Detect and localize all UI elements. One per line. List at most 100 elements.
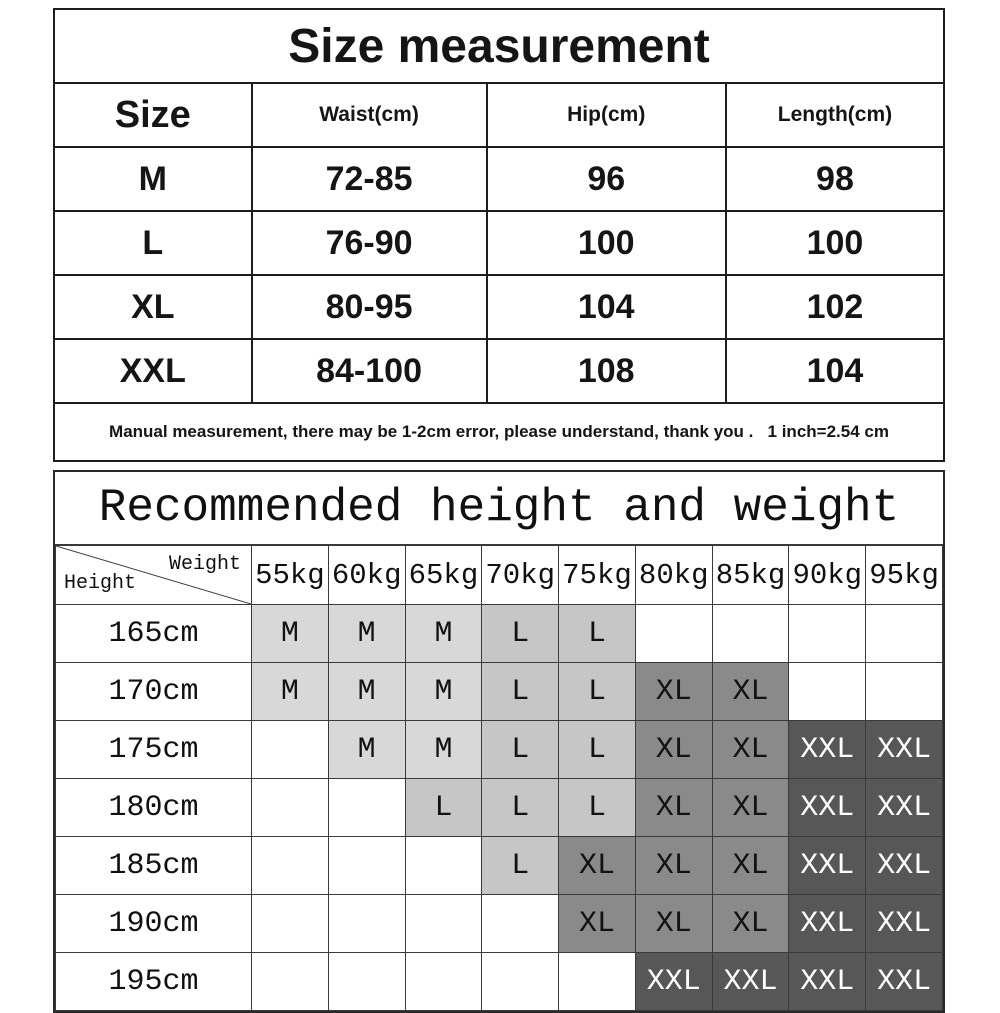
waist-value: 84-100 [250, 338, 488, 404]
size-label: M [53, 146, 253, 212]
fit-cell [251, 778, 329, 837]
column-header-size: Size [53, 82, 253, 148]
fit-cell [327, 836, 406, 895]
fit-cell [251, 836, 329, 895]
fit-cell: XXL [788, 952, 867, 1011]
height-label: 170cm [54, 662, 253, 721]
length-value: 98 [724, 146, 946, 212]
fit-cell: XXL [711, 952, 790, 1011]
fit-cell: L [558, 662, 636, 721]
fit-cell [481, 952, 560, 1011]
size-table-title: Size measurement [53, 8, 945, 84]
fit-cell: M [251, 604, 329, 663]
fit-cell: M [327, 720, 406, 779]
fit-cell: XXL [788, 778, 867, 837]
fit-cell: XL [711, 662, 790, 721]
length-value: 100 [724, 210, 946, 276]
height-label: 175cm [54, 720, 253, 779]
fit-cell: XL [558, 836, 636, 895]
fit-cell: XXL [865, 952, 943, 1011]
height-label: 165cm [54, 604, 253, 663]
length-value: 102 [724, 274, 946, 340]
fit-cell [788, 604, 867, 663]
fit-cell: XXL [865, 894, 943, 953]
fit-table-title: Recommended height and weight [55, 472, 943, 545]
fit-table: Height Weight 55kg 60kg 65kg 70kg 75kg 8… [54, 545, 943, 1011]
hip-value: 104 [485, 274, 727, 340]
size-table-title-row: Size measurement [53, 8, 945, 84]
diagonal-divider-line [56, 546, 251, 604]
fit-cell: L [481, 720, 560, 779]
height-label: 180cm [54, 778, 253, 837]
weight-header: 55kg [251, 545, 329, 605]
fit-cell: XL [634, 720, 713, 779]
size-row-l: L 76-90 100 100 [53, 210, 946, 276]
fit-cell [251, 952, 329, 1011]
fit-row-180: 180cm L L L XL XL XXL XXL [54, 778, 943, 837]
fit-cell [634, 604, 713, 663]
fit-cell: XL [634, 894, 713, 953]
weight-header: 80kg [634, 545, 713, 605]
height-weight-corner-cell: Height Weight [54, 545, 253, 605]
column-header-length: Length(cm) [724, 82, 946, 148]
fit-cell: XL [634, 662, 713, 721]
fit-cell: XXL [865, 720, 943, 779]
fit-cell: XL [711, 720, 790, 779]
height-label: 195cm [54, 952, 253, 1011]
fit-row-175: 175cm M M L L XL XL XXL XXL [54, 720, 943, 779]
fit-cell [788, 662, 867, 721]
fit-cell: XXL [865, 778, 943, 837]
fit-cell: M [404, 720, 483, 779]
weight-header: 85kg [711, 545, 790, 605]
weight-header: 60kg [327, 545, 406, 605]
hip-value: 96 [485, 146, 727, 212]
fit-cell: M [404, 604, 483, 663]
fit-cell [404, 952, 483, 1011]
fit-cell [558, 952, 636, 1011]
fit-cell: M [327, 662, 406, 721]
waist-value: 72-85 [250, 146, 488, 212]
fit-cell [251, 720, 329, 779]
height-label: 190cm [54, 894, 253, 953]
fit-table-block: Recommended height and weight Height Wei… [53, 470, 945, 1013]
size-row-xxl: XXL 84-100 108 104 [53, 338, 946, 404]
size-measurement-table: Size measurement Size Waist(cm) Hip(cm) … [53, 8, 946, 462]
size-label: XL [53, 274, 253, 340]
size-table-note-row: Manual measurement, there may be 1-2cm e… [53, 402, 945, 462]
fit-cell: XXL [788, 720, 867, 779]
fit-cell: M [327, 604, 406, 663]
fit-row-185: 185cm L XL XL XL XXL XXL [54, 836, 943, 895]
fit-cell [865, 662, 943, 721]
length-value: 104 [724, 338, 946, 404]
fit-cell [481, 894, 560, 953]
fit-cell: XXL [788, 894, 867, 953]
fit-cell: XL [711, 778, 790, 837]
weight-header: 65kg [404, 545, 483, 605]
fit-row-170: 170cm M M M L L XL XL [54, 662, 943, 721]
size-label: L [53, 210, 253, 276]
fit-cell [327, 894, 406, 953]
size-table-header-row: Size Waist(cm) Hip(cm) Length(cm) [53, 82, 946, 148]
fit-cell [327, 778, 406, 837]
fit-cell [327, 952, 406, 1011]
waist-value: 80-95 [250, 274, 488, 340]
fit-cell: XL [558, 894, 636, 953]
fit-cell: L [481, 778, 560, 837]
height-label: 185cm [54, 836, 253, 895]
fit-cell: XXL [634, 952, 713, 1011]
waist-value: 76-90 [250, 210, 488, 276]
fit-cell: L [558, 720, 636, 779]
fit-cell: XL [711, 894, 790, 953]
fit-cell: M [404, 662, 483, 721]
weight-header: 70kg [481, 545, 560, 605]
corner-label-height: Height [64, 572, 137, 595]
weight-header: 90kg [788, 545, 867, 605]
fit-cell [404, 836, 483, 895]
measurement-note: Manual measurement, there may be 1-2cm e… [53, 402, 945, 462]
fit-cell: XL [634, 836, 713, 895]
fit-cell [251, 894, 329, 953]
fit-cell: L [481, 604, 560, 663]
fit-cell: XXL [788, 836, 867, 895]
fit-row-165: 165cm M M M L L [54, 604, 943, 663]
weight-header: 95kg [865, 545, 943, 605]
